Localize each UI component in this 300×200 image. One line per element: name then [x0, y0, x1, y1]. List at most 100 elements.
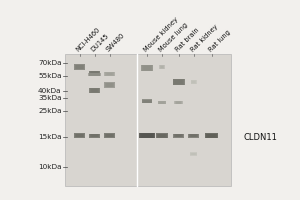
Bar	[92, 135, 97, 137]
Text: NCI-H460: NCI-H460	[75, 27, 102, 53]
Bar	[90, 71, 99, 75]
Bar	[145, 101, 149, 102]
Text: 15kDa: 15kDa	[38, 134, 62, 140]
Bar	[105, 134, 114, 137]
Bar	[176, 81, 181, 83]
Bar	[139, 133, 155, 138]
Bar	[107, 73, 112, 75]
Bar	[76, 134, 83, 137]
Bar	[89, 88, 100, 93]
Bar	[142, 66, 152, 70]
Bar	[191, 80, 196, 84]
Bar	[90, 73, 99, 76]
Bar	[106, 83, 112, 87]
Bar	[105, 72, 114, 76]
Bar	[160, 65, 164, 69]
Text: CLDN11: CLDN11	[243, 132, 277, 142]
Bar	[175, 80, 182, 84]
Bar	[190, 134, 197, 137]
Bar	[142, 65, 152, 71]
Bar	[104, 82, 115, 88]
Bar	[192, 81, 195, 83]
Bar	[104, 133, 115, 138]
Bar	[142, 100, 152, 103]
Text: 40kDa: 40kDa	[38, 88, 62, 94]
Bar	[156, 133, 168, 138]
Text: SW480: SW480	[105, 32, 126, 53]
Bar	[144, 100, 150, 103]
Bar	[64, 54, 231, 186]
Bar	[75, 65, 84, 69]
Bar	[89, 71, 100, 75]
Bar	[143, 100, 151, 103]
Bar	[76, 65, 82, 69]
Bar	[158, 134, 166, 137]
Bar	[173, 134, 184, 138]
Bar	[158, 101, 166, 104]
Bar	[106, 73, 113, 75]
Bar	[208, 134, 215, 137]
Text: 70kDa: 70kDa	[38, 60, 62, 66]
Bar	[160, 66, 164, 68]
Text: 25kDa: 25kDa	[38, 108, 62, 114]
Bar	[140, 133, 154, 138]
Text: Rat brain: Rat brain	[174, 27, 200, 53]
Bar	[92, 135, 97, 136]
Bar	[157, 134, 167, 138]
Bar	[74, 64, 85, 70]
Bar	[91, 71, 98, 75]
Bar	[173, 79, 184, 85]
Bar	[176, 135, 181, 136]
Bar	[174, 101, 183, 104]
Bar	[107, 84, 112, 86]
Bar	[104, 72, 115, 76]
Bar	[207, 134, 216, 137]
Bar	[159, 101, 165, 104]
Bar	[160, 102, 164, 103]
Bar	[76, 134, 82, 137]
Bar	[92, 90, 97, 92]
Bar	[76, 65, 83, 69]
Text: 10kDa: 10kDa	[38, 164, 62, 170]
Bar	[90, 134, 99, 137]
Bar	[175, 134, 182, 137]
Bar	[176, 101, 182, 104]
Bar	[209, 135, 214, 137]
Bar	[92, 72, 98, 74]
Bar	[92, 74, 97, 75]
Bar	[105, 83, 114, 87]
Bar	[91, 73, 98, 75]
Bar	[174, 80, 183, 84]
Bar	[190, 153, 197, 155]
Text: Mouse lung: Mouse lung	[158, 22, 189, 53]
Bar	[91, 89, 98, 92]
Bar	[176, 102, 181, 104]
Bar	[188, 134, 199, 138]
Bar	[190, 152, 197, 156]
Bar	[106, 134, 112, 137]
Bar	[159, 65, 165, 69]
Bar	[106, 134, 113, 137]
Bar	[191, 135, 196, 137]
Bar	[190, 80, 196, 84]
Bar	[189, 134, 198, 137]
Bar	[205, 133, 218, 138]
Bar	[145, 67, 149, 69]
Bar	[89, 73, 100, 76]
Bar	[175, 101, 182, 104]
Bar	[191, 153, 196, 155]
Bar	[191, 81, 196, 83]
Text: Rat lung: Rat lung	[207, 29, 231, 53]
Bar	[143, 66, 151, 70]
Text: 35kDa: 35kDa	[38, 95, 62, 101]
Bar	[75, 134, 84, 137]
Bar	[77, 135, 82, 136]
Bar	[206, 134, 217, 138]
Bar	[89, 134, 100, 138]
Bar	[177, 102, 180, 103]
Bar	[142, 134, 152, 137]
Bar	[106, 83, 113, 87]
Text: DU145: DU145	[90, 33, 110, 53]
Bar	[77, 66, 82, 68]
Bar	[90, 88, 99, 93]
